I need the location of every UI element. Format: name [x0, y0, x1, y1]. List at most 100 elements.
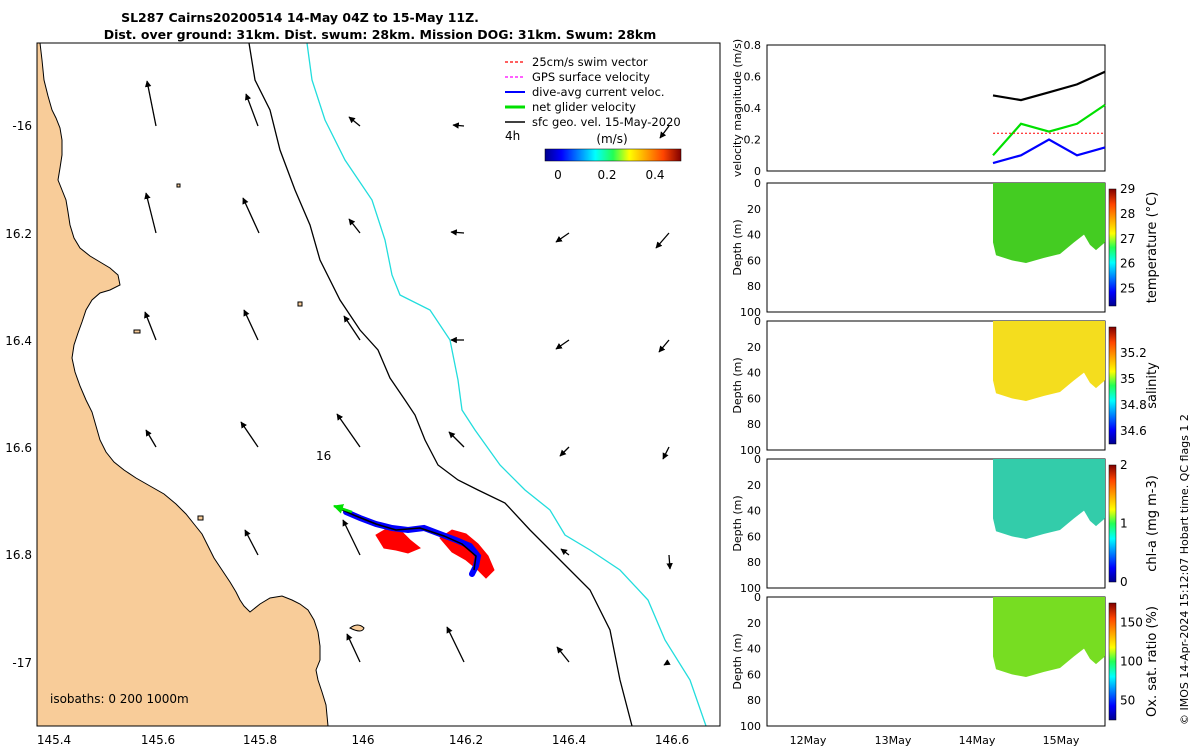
footer-note: © IMOS 14-Apr-2024 15:12:07 Hobart time.… — [1178, 414, 1191, 725]
time-tick: 15May — [1043, 734, 1080, 747]
velocity-tick: 0.4 — [744, 102, 762, 115]
track-path — [337, 507, 477, 571]
section-colorbar — [1108, 326, 1117, 445]
lon-tick: 146.2 — [449, 733, 483, 747]
lon-tick: 145.6 — [141, 733, 175, 747]
lat-tick: -17 — [12, 656, 32, 670]
legend-label: net glider velocity — [532, 100, 636, 114]
time-tick: 12May — [790, 734, 827, 747]
lon-tick: 146 — [352, 733, 375, 747]
colorbar-tick: 27 — [1120, 232, 1135, 246]
depth-tick: 60 — [747, 668, 761, 681]
depth-tick: 0 — [754, 591, 761, 604]
colorbar-tick: 34.6 — [1120, 424, 1147, 438]
chart-title-line2: Dist. over ground: 31km. Dist. swum: 28k… — [103, 27, 657, 42]
colorbar-tick: 0 — [1120, 575, 1128, 589]
colorbar-tick: 0.4 — [645, 168, 664, 182]
lon-tick-labels: 145.4 145.6 145.8 146 146.2 146.4 146.6 — [37, 733, 689, 747]
velocity-axes — [766, 44, 1106, 172]
depth-tick: 80 — [747, 694, 761, 707]
colorbar-tick: 28 — [1120, 207, 1135, 221]
section-heatmap — [993, 459, 1105, 539]
legend-label: sfc geo. vel. 15-May-2020 — [532, 115, 681, 129]
velocity-tick: 0 — [754, 165, 761, 178]
colorbar-tick: 0.2 — [597, 168, 616, 182]
velocity-tick: 0.8 — [744, 39, 762, 52]
depth-tick: 100 — [740, 582, 761, 595]
map-axes-frame — [36, 42, 721, 727]
colorbar-label: Ox. sat. ratio (%) — [1145, 606, 1160, 717]
lat-tick: 16.6 — [5, 441, 32, 455]
depth-tick: 80 — [747, 280, 761, 293]
depth-ylabel: Depth (m) — [731, 495, 744, 551]
depth-tick: 100 — [740, 444, 761, 457]
section-heatmap — [993, 321, 1105, 401]
depth-tick: 40 — [747, 229, 761, 242]
depth-tick: 40 — [747, 505, 761, 518]
map-legend: 25cm/s swim vector GPS surface velocity … — [505, 55, 681, 129]
depth-tick: 60 — [747, 254, 761, 267]
legend-label: dive-avg current veloc. — [532, 85, 665, 99]
track-marker-4h: 4h — [505, 129, 520, 143]
colorbar-tick: 50 — [1120, 694, 1135, 708]
islands — [133, 183, 365, 632]
glider-track — [333, 504, 495, 579]
velocity-series-line — [992, 103, 1106, 157]
time-tick: 13May — [875, 734, 912, 747]
isobath-label: isobaths: 0 200 1000m — [50, 692, 189, 706]
section-colorbar — [1108, 602, 1117, 721]
velocity-series-line — [992, 70, 1106, 102]
colorbar-tick: 2 — [1120, 458, 1128, 472]
lat-tick: 16.8 — [5, 548, 32, 562]
velocity-tick: 0.2 — [744, 134, 762, 147]
track-marker-16: 16 — [316, 449, 331, 463]
colorbar-label: temperature (°C) — [1145, 192, 1160, 304]
colorbar-tick: 29 — [1120, 182, 1135, 196]
map-panel: 145.4 145.6 145.8 146 146.2 146.4 146.6 … — [5, 42, 721, 747]
speed-colorbar: (m/s) 0 0.2 0.4 — [544, 132, 682, 182]
colorbar-tick: 25 — [1120, 282, 1135, 296]
colorbar-label: chl-a (mg m-3) — [1145, 475, 1160, 572]
colorbar-tick: 34.8 — [1120, 398, 1147, 412]
lat-tick: -16 — [12, 119, 32, 133]
depth-tick: 0 — [754, 453, 761, 466]
lon-tick: 145.8 — [243, 733, 277, 747]
chart-title-line1: SL287 Cairns20200514 14-May 04Z to 15-Ma… — [121, 10, 479, 25]
colorbar-tick: 35.2 — [1120, 346, 1147, 360]
depth-ylabel: Depth (m) — [731, 219, 744, 275]
colorbar-tick: 35 — [1120, 372, 1135, 386]
depth-ylabel: Depth (m) — [731, 357, 744, 413]
section-heatmap — [993, 183, 1105, 263]
depth-ylabel: Depth (m) — [731, 633, 744, 689]
colorbar-tick: 150 — [1120, 616, 1143, 630]
lat-tick: 16.2 — [5, 227, 32, 241]
depth-tick: 20 — [747, 479, 761, 492]
colorbar-tick: 26 — [1120, 257, 1135, 271]
depth-tick: 40 — [747, 643, 761, 656]
lat-tick-labels: -16 16.2 16.4 16.6 16.8 -17 — [5, 119, 32, 670]
time-tick: 14May — [959, 734, 996, 747]
depth-tick: 60 — [747, 530, 761, 543]
net-glider-velocity-arrow — [333, 504, 353, 514]
lon-tick: 146.6 — [655, 733, 689, 747]
isobath-1000 — [306, 43, 707, 726]
land-mass — [37, 43, 329, 726]
depth-tick: 0 — [754, 177, 761, 190]
depth-tick: 0 — [754, 315, 761, 328]
colorbar-tick: 100 — [1120, 655, 1143, 669]
depth-tick: 60 — [747, 392, 761, 405]
colorbar-tick: 0 — [554, 168, 562, 182]
colorbar-label: (m/s) — [596, 132, 627, 146]
colorbar-label: salinity — [1145, 362, 1160, 409]
lon-tick: 145.4 — [37, 733, 71, 747]
depth-tick: 20 — [747, 203, 761, 216]
depth-tick: 40 — [747, 367, 761, 380]
legend-label: GPS surface velocity — [532, 70, 650, 84]
section-colorbar — [1108, 188, 1117, 307]
depth-tick: 20 — [747, 341, 761, 354]
velocity-ylabel: velocity magnitude (m/s) — [731, 39, 744, 177]
section-heatmap — [993, 597, 1105, 677]
depth-tick: 100 — [740, 720, 761, 733]
